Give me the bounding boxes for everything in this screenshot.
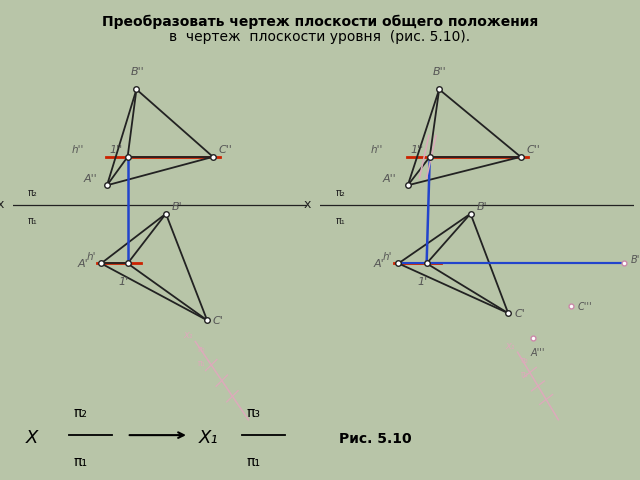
Text: C'': C'': [219, 145, 232, 156]
Text: x₁: x₁: [184, 330, 193, 340]
Text: C'': C'': [527, 145, 541, 156]
Text: x: x: [0, 198, 4, 211]
Text: h'': h'': [72, 145, 84, 156]
Text: π₃: π₃: [246, 406, 260, 420]
Text: B': B': [477, 202, 488, 212]
Text: Преобразовать чертеж плоскости общего положения: Преобразовать чертеж плоскости общего по…: [102, 14, 538, 29]
Text: π₁: π₁: [246, 455, 260, 469]
Text: x₁: x₁: [505, 341, 515, 351]
Text: π₂: π₂: [74, 406, 88, 420]
Text: A''': A''': [530, 348, 545, 358]
Text: h': h': [86, 252, 96, 262]
Text: π₁: π₁: [198, 360, 206, 369]
Text: π₂: π₂: [521, 356, 529, 365]
Text: h'': h'': [370, 145, 383, 156]
Text: X₁: X₁: [198, 429, 218, 446]
Text: x: x: [303, 198, 310, 211]
Text: 1'': 1'': [110, 145, 123, 156]
Text: π₁: π₁: [521, 370, 529, 379]
Text: 1'': 1'': [411, 145, 424, 156]
Text: B'': B'': [131, 67, 144, 77]
Text: X: X: [26, 429, 38, 446]
Text: в  чертеж  плоскости уровня  (рис. 5.10).: в чертеж плоскости уровня (рис. 5.10).: [170, 30, 470, 44]
Text: C': C': [515, 309, 525, 319]
Text: Рис. 5.10: Рис. 5.10: [339, 432, 412, 446]
Text: C''': C''': [577, 301, 592, 312]
Text: A': A': [77, 259, 88, 269]
Text: π₁: π₁: [336, 216, 346, 227]
Text: π₂: π₂: [198, 345, 206, 354]
Text: B'': B'': [433, 67, 447, 77]
Text: B': B': [172, 202, 182, 212]
Text: C': C': [213, 316, 224, 326]
Text: π₁: π₁: [74, 455, 88, 469]
Text: A'': A'': [83, 174, 97, 184]
Text: A': A': [373, 259, 384, 269]
Text: π₁: π₁: [28, 216, 37, 227]
Text: 1': 1': [417, 277, 428, 287]
Text: B''': B''': [630, 255, 640, 265]
Text: π₂: π₂: [336, 188, 346, 198]
Text: 1': 1': [119, 277, 129, 287]
Text: A'': A'': [383, 174, 396, 184]
Text: h': h': [383, 252, 392, 262]
Text: π₂: π₂: [28, 188, 37, 198]
